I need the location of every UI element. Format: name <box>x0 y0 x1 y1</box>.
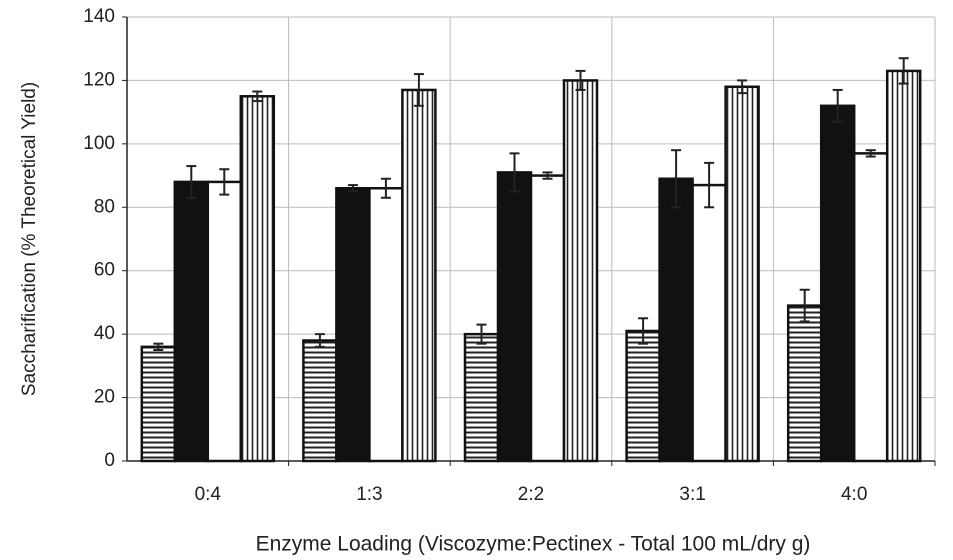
bar <box>691 183 727 463</box>
bar <box>724 85 760 463</box>
bar <box>496 171 533 463</box>
bar <box>302 339 338 463</box>
bar <box>625 329 661 463</box>
y-tick-label: 0 <box>104 450 115 471</box>
y-tick-label: 40 <box>94 323 115 344</box>
bar <box>463 332 500 463</box>
y-tick-label: 140 <box>83 6 115 27</box>
x-tick-label: 2:2 <box>518 484 544 505</box>
bar <box>658 177 694 463</box>
bar <box>173 180 210 463</box>
bar <box>786 304 823 463</box>
bar <box>401 88 437 463</box>
bar <box>206 180 243 463</box>
bar <box>529 174 566 463</box>
bar <box>562 79 599 463</box>
y-tick-label: 60 <box>94 260 115 281</box>
x-axis-title: Enzyme Loading (Viscozyme:Pectinex - Tot… <box>256 533 811 556</box>
bar <box>819 104 856 463</box>
y-tick-label: 100 <box>83 133 115 154</box>
y-tick-label: 80 <box>94 196 115 217</box>
bar <box>335 187 371 463</box>
bar <box>368 187 404 463</box>
x-tick-label: 4:0 <box>841 484 867 505</box>
y-tick-label: 20 <box>94 387 115 408</box>
y-axis-title: Saccharification (% Theoretical Yield) <box>19 82 40 396</box>
y-tick-label: 120 <box>83 69 115 90</box>
bar <box>140 345 177 463</box>
x-tick-label: 0:4 <box>195 484 222 505</box>
x-tick-label: 3:1 <box>679 484 705 505</box>
bar <box>239 95 276 463</box>
x-tick-label: 1:3 <box>356 484 382 505</box>
bar <box>852 152 889 463</box>
bar <box>885 69 922 463</box>
